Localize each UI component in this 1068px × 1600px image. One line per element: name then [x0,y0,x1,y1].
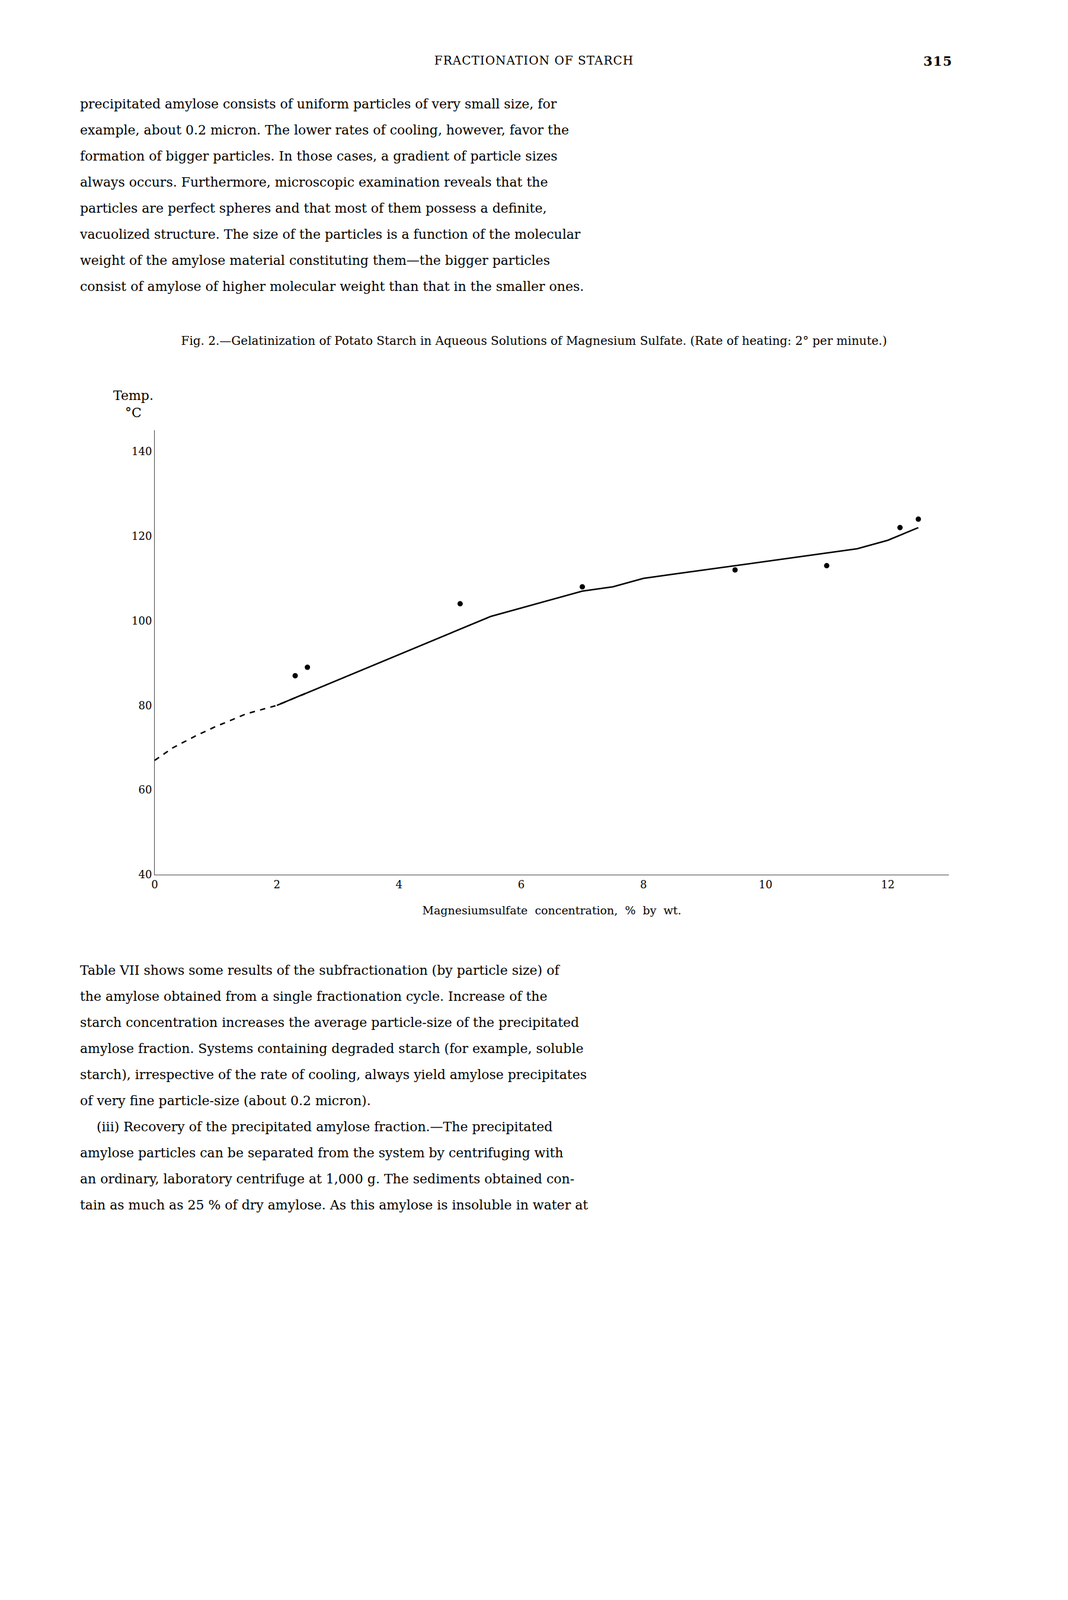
html-text:formation of bigger particles.: formation of bigger particles. In those … [80,148,558,164]
svg-text:40: 40 [138,868,152,881]
svg-text:80: 80 [138,699,152,712]
html-text:vacuolized structure. The size: vacuolized structure. The size of the pa… [80,226,581,242]
svg-text:12: 12 [880,878,895,891]
svg-text:8: 8 [640,878,647,891]
html-text:tain as much as 25 % of dry am: tain as much as 25 % of dry amylose. As … [80,1197,588,1213]
html-text:of very fine particle-size (ab: of very fine particle-size (about 0.2 mi… [80,1093,371,1109]
html-text:always occurs. Furthermore, mi: always occurs. Furthermore, microscopic … [80,174,548,190]
html-text:starch), irrespective of the r: starch), irrespective of the rate of coo… [80,1067,587,1083]
html-text:example, about 0.2 micron. The: example, about 0.2 micron. The lower rat… [80,122,570,138]
svg-text:6: 6 [517,878,525,891]
html-text:Table VII shows some results o: Table VII shows some results of the subf… [80,963,560,978]
svg-text:120: 120 [131,529,152,543]
svg-text:100: 100 [131,614,152,628]
svg-text:2: 2 [273,878,280,891]
html-text:the amylose obtained from a si: the amylose obtained from a single fract… [80,989,548,1004]
html-text:amylose fraction. Systems cont: amylose fraction. Systems containing deg… [80,1041,584,1057]
svg-text:140: 140 [131,445,152,458]
html-text:starch concentration increases: starch concentration increases the avera… [80,1015,580,1031]
html-text:FRACTIONATION OF STARCH: FRACTIONATION OF STARCH [434,53,634,68]
html-text:particles are perfect spheres: particles are perfect spheres and that m… [80,200,547,216]
html-text:consist of amylose of higher m: consist of amylose of higher molecular w… [80,279,584,294]
svg-text:Magnesiumsulfate concentratio: Magnesiumsulfate concentration, % by wt. [422,903,682,917]
html-text:weight of the amylose material: weight of the amylose material constitut… [80,253,550,268]
svg-text:10: 10 [758,878,773,891]
svg-text:Temp.°C: Temp.°C [113,388,154,421]
html-text:315: 315 [923,53,953,69]
svg-text:0: 0 [151,878,158,891]
html-text:an ordinary, laboratory centri: an ordinary, laboratory centrifuge at 1,… [80,1171,575,1187]
svg-text:Fig. 2.—Gelatinization of Pota: Fig. 2.—Gelatinization of Potato Starch … [181,333,888,348]
html-text:(iii) Recovery of the precipit: (iii) Recovery of the precipitated amylo… [80,1119,553,1135]
html-text:precipitated amylose consists: precipitated amylose consists of uniform… [80,96,557,112]
html-text:amylose particles can be separ: amylose particles can be separated from … [80,1145,564,1161]
svg-text:60: 60 [138,783,152,796]
svg-text:4: 4 [395,878,403,891]
